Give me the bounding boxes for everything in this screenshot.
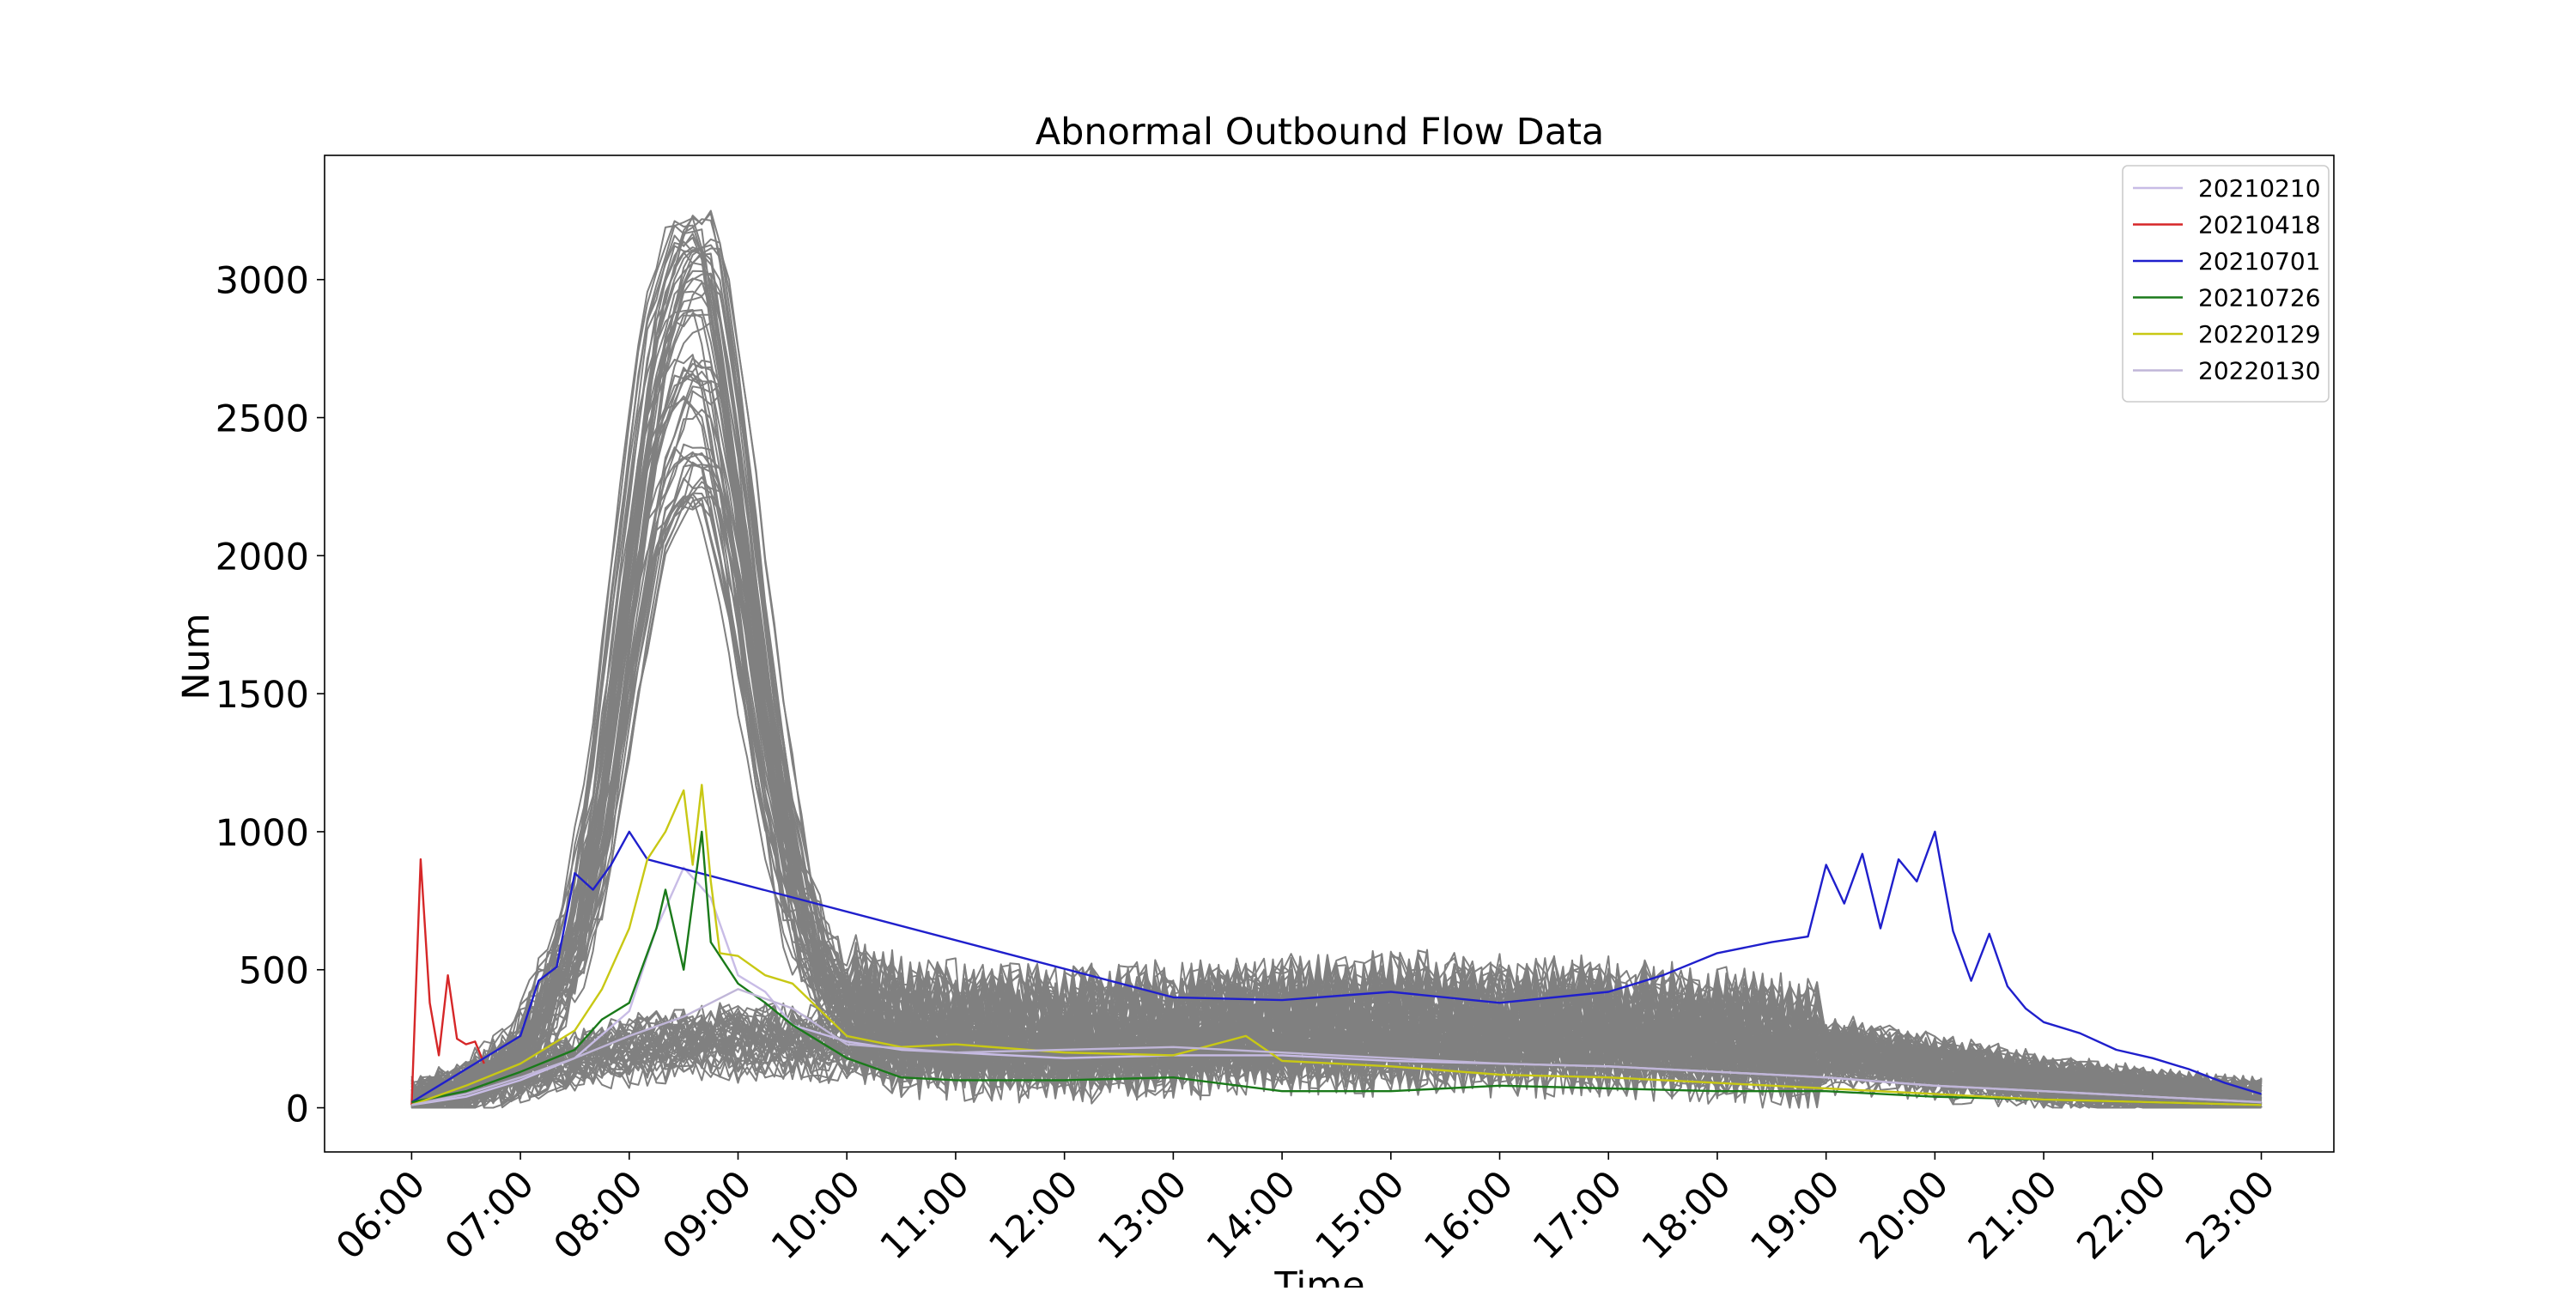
background-series-line [410,1003,2263,1109]
y-tick-label: 0 [286,1088,309,1131]
x-axis-label: Time [1273,1264,1364,1288]
y-tick-label: 1000 [216,812,309,855]
legend-label-20220129: 20220129 [2198,320,2321,349]
series-line-20220130 [411,988,2262,1106]
x-tick-label: 21:00 [1960,1162,2066,1268]
x-tick-label: 11:00 [872,1162,978,1268]
x-tick-label: 08:00 [546,1162,652,1268]
background-series-layer [410,209,2263,1109]
background-series-line [410,1001,2263,1109]
x-tick-label: 07:00 [437,1162,543,1268]
x-tick-label: 20:00 [1851,1162,1957,1268]
x-axis: 06:00 07:00 08:00 09:00 10:00 11:00 12:00 13:00… [328,1152,2283,1268]
legend-label-20210418: 20210418 [2198,211,2321,239]
y-tick-label: 1500 [216,674,309,717]
x-tick-label: 19:00 [1742,1162,1848,1268]
background-series-line [410,1007,2262,1109]
background-series-line [411,212,2263,1109]
series-line-20210701 [410,830,2262,1104]
y-axis-label: Num [175,613,218,700]
legend-label-20210701: 20210701 [2198,247,2321,276]
series-line-20210418 [410,858,485,1106]
y-tick-label: 500 [239,950,309,993]
plot-area-frame [324,155,2335,1153]
y-tick-label: 2000 [216,536,309,579]
x-tick-label: 14:00 [1199,1162,1304,1268]
background-series-line [410,1015,2263,1109]
legend: 20210210 20210418 20210701 20210726 20220129… [2122,165,2330,403]
background-series-line [411,1005,2263,1109]
x-tick-label: 10:00 [763,1162,869,1268]
series-line-20210726 [411,830,2262,1106]
x-tick-label: 06:00 [328,1162,434,1268]
legend-label-20210210: 20210210 [2198,174,2321,203]
x-tick-label: 12:00 [981,1162,1086,1268]
x-tick-label: 18:00 [1634,1162,1740,1268]
x-tick-label: 16:00 [1416,1162,1522,1268]
x-tick-label: 22:00 [2069,1162,2175,1268]
legend-label-20220130: 20220130 [2198,357,2321,385]
chart-title: Abnormal Outbound Flow Data [1036,111,1605,154]
x-tick-label: 13:00 [1090,1162,1195,1268]
series-line-20220129 [410,784,2262,1106]
x-tick-label: 15:00 [1308,1162,1413,1268]
highlighted-series-layer [410,784,2262,1106]
y-tick-label: 3000 [216,260,309,303]
background-series-line [410,233,2262,1109]
legend-label-20210726: 20210726 [2198,284,2321,312]
x-tick-label: 17:00 [1525,1162,1631,1268]
y-axis: 0 500 1000 1500 2000 2500 3000 [216,260,325,1131]
x-tick-label: 23:00 [2178,1162,2283,1268]
x-tick-label: 09:00 [654,1162,760,1268]
y-tick-label: 2500 [216,398,309,441]
